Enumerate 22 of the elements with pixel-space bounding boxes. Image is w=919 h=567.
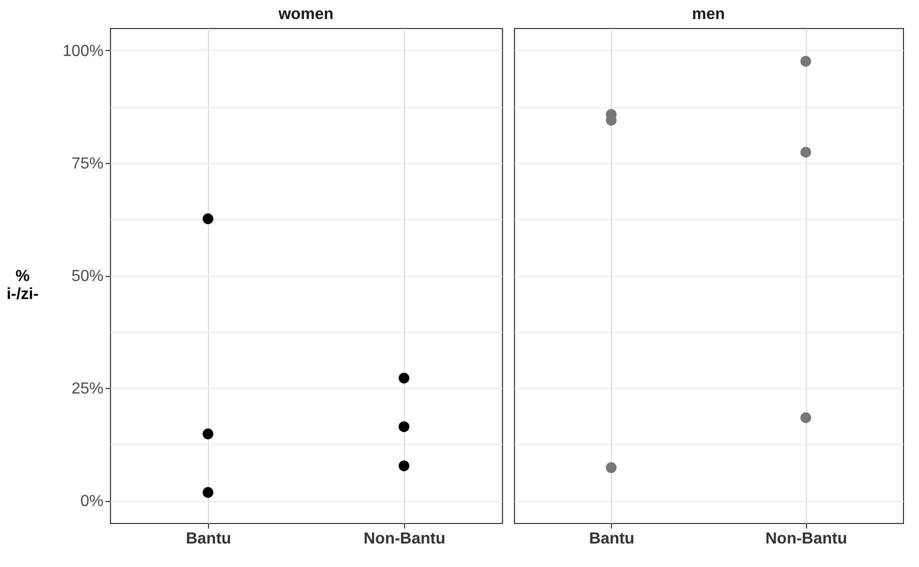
y-tick-label: 75% [71, 156, 104, 172]
point [800, 146, 812, 158]
y-tick-label: 50% [71, 268, 104, 285]
point [800, 412, 812, 424]
point [398, 460, 410, 472]
y-tick-label: 25% [71, 380, 104, 398]
x-tick-label: Bantu [186, 530, 232, 548]
point [202, 487, 214, 498]
y-axis-title: % i-/zi- [6, 268, 39, 303]
point [202, 428, 214, 440]
point [606, 462, 617, 473]
x-tick-label: Non-Bantu [364, 530, 446, 548]
y-tick-label: 100% [62, 43, 104, 60]
point [800, 56, 812, 67]
point [398, 421, 410, 432]
y-tick-label: 0% [80, 493, 104, 510]
x-tick-label: Bantu [589, 530, 634, 548]
point [202, 213, 214, 224]
chart-title: women [277, 6, 334, 23]
chart-title: men [692, 6, 725, 23]
x-tick-label: Non-Bantu [765, 530, 848, 548]
point [398, 372, 410, 384]
